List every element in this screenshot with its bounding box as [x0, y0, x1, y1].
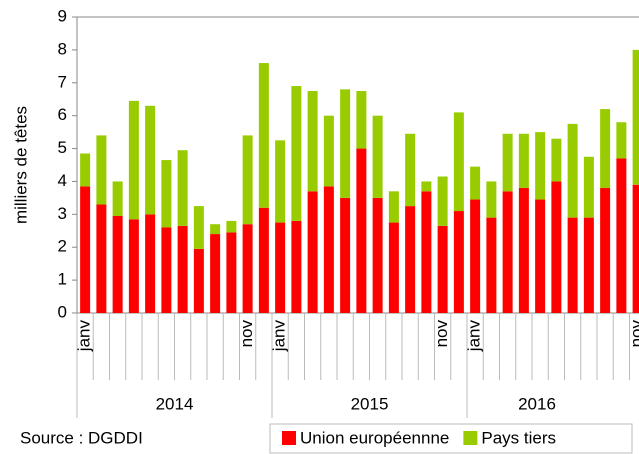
bar-segment — [535, 199, 546, 313]
bar-segment — [405, 133, 416, 207]
y-tick-label: 1 — [58, 270, 67, 289]
bar-segment — [242, 135, 253, 225]
bar-segment — [421, 191, 432, 313]
bar-segment — [177, 150, 188, 226]
y-tick-label: 7 — [58, 72, 67, 91]
bar-segment — [502, 191, 513, 313]
bar-segment — [437, 176, 448, 226]
x-tick-label: nov — [237, 320, 256, 348]
source: Source : DGDDI — [20, 428, 143, 447]
bar-segment — [567, 217, 578, 313]
bar-segment — [145, 214, 156, 313]
bar-segment — [632, 184, 639, 313]
bar-segment — [242, 224, 253, 313]
x-tick-label: janv — [465, 320, 484, 353]
y-tick-label: 9 — [58, 6, 67, 25]
legend-label: Pays tiers — [481, 428, 556, 447]
bar-segment — [518, 133, 529, 189]
bar-segment — [80, 153, 91, 187]
bar-segment — [551, 138, 562, 182]
bar-segment — [470, 199, 481, 313]
bar-segment — [210, 234, 221, 313]
y-tick-label: 0 — [58, 302, 67, 321]
bar-segment — [291, 220, 302, 313]
bar-segment — [193, 206, 204, 249]
x-tick-label: nov — [432, 320, 451, 348]
bar-segment — [323, 115, 334, 187]
bar-segment — [632, 49, 639, 185]
bar-segment — [340, 89, 351, 198]
bar-segment — [616, 158, 627, 313]
bar-segment — [323, 186, 334, 313]
bar-segment — [307, 91, 318, 192]
group-label: 2014 — [156, 394, 194, 413]
bar-segment — [356, 148, 367, 313]
bar-segment — [96, 204, 107, 313]
bar-segment — [518, 188, 529, 313]
bar-segment — [96, 135, 107, 205]
legend-swatch — [463, 431, 478, 445]
bar-segment — [583, 156, 594, 218]
legend-box — [269, 423, 633, 454]
bar-segment — [177, 225, 188, 313]
bar-segment — [567, 123, 578, 218]
bar-segment — [226, 232, 237, 313]
y-axis-label: milliers de têtes — [11, 106, 30, 224]
y-tick-label: 5 — [58, 138, 67, 157]
bar-segment — [405, 206, 416, 313]
bar-segment — [356, 91, 367, 149]
bar-segment — [372, 115, 383, 198]
bar-segment — [340, 197, 351, 313]
x-tick-label: nov — [627, 320, 639, 348]
bar-segment — [128, 100, 139, 220]
legend-swatch — [282, 431, 296, 445]
y-tick-label: 2 — [58, 237, 67, 256]
bar-segment — [437, 225, 448, 313]
bar-segment — [80, 186, 91, 313]
bar-segment — [291, 86, 302, 221]
bar-segment — [193, 248, 204, 313]
bar-segment — [421, 181, 432, 192]
bar-segment — [486, 181, 497, 218]
x-tick-label: janv — [75, 320, 94, 353]
bar-segment — [226, 220, 237, 233]
y-tick-label: 8 — [58, 39, 67, 58]
bar-segment — [388, 191, 399, 223]
bar-segment — [388, 222, 399, 313]
bar-segment — [258, 63, 269, 208]
y-tick-label: 6 — [58, 105, 67, 124]
bar-segment — [161, 227, 172, 313]
legend-label: Union européennne — [300, 428, 449, 447]
bar-segment — [453, 112, 464, 212]
bar-segment — [128, 219, 139, 313]
bar-segment — [372, 197, 383, 313]
bar-segment — [502, 133, 513, 192]
y-tick-label: 3 — [58, 204, 67, 223]
bar-segment — [551, 181, 562, 313]
bar-segment — [453, 211, 464, 313]
bar-segment — [535, 132, 546, 200]
bar-segment — [112, 181, 123, 216]
bar-segment — [600, 109, 611, 189]
bar-segment — [307, 191, 318, 313]
x-tick-label: janv — [270, 320, 289, 353]
bar-segment — [583, 217, 594, 313]
bar-segment — [470, 166, 481, 200]
bar-segment — [600, 188, 611, 313]
bar-segment — [258, 207, 269, 313]
bar-segment — [161, 160, 172, 228]
bar-segment — [486, 217, 497, 313]
bar-segment — [112, 215, 123, 313]
bar-segment — [616, 122, 627, 159]
group-label: 2015 — [351, 394, 389, 413]
bar-segment — [210, 224, 221, 235]
bar-segment — [145, 105, 156, 215]
bar-segment — [275, 222, 286, 313]
group-label: 2016 — [518, 394, 556, 413]
bar-segment — [275, 140, 286, 223]
y-tick-label: 4 — [58, 171, 67, 190]
